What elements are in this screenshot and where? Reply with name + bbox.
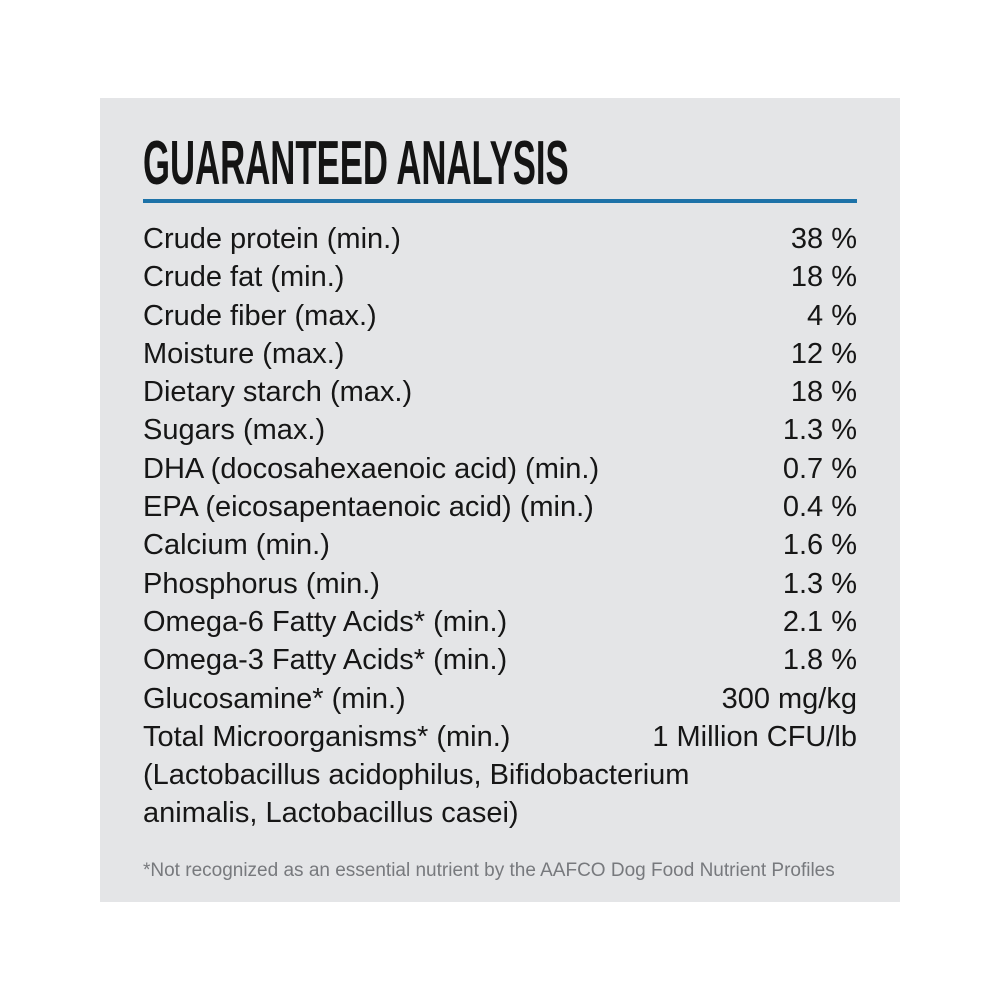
nutrient-label: Omega-6 Fatty Acids* (min.)	[143, 605, 508, 638]
nutrient-label: Crude protein (min.)	[143, 223, 401, 255]
panel-title: GUARANTEED ANALYSIS	[143, 129, 569, 198]
nutrient-label: Crude fat (min.)	[143, 261, 345, 294]
nutrient-label: Calcium (min.)	[143, 529, 330, 562]
nutrient-label: Phosphorus (min.)	[143, 567, 380, 600]
nutrient-value: 38 %	[790, 223, 857, 255]
panel-title-block: GUARANTEED ANALYSIS	[143, 129, 857, 198]
nutrient-label: Glucosamine* (min.)	[143, 682, 406, 715]
analysis-table: Crude protein (min.) 38 % Crude fat (min.)…	[143, 220, 857, 833]
title-underline	[143, 199, 857, 203]
nutrient-value: 1 Million CFU/lb	[652, 720, 857, 753]
nutrient-value: 0.4 %	[782, 491, 857, 524]
nutrient-label: Omega-3 Fatty Acids* (min.)	[143, 644, 508, 677]
nutrient-value: 1.8 %	[782, 644, 857, 677]
nutrient-label: Sugars (max.)	[143, 414, 326, 447]
nutrient-value: 1.3 %	[782, 567, 857, 600]
nutrient-label: DHA (docosahexaenoic acid) (min.)	[143, 452, 600, 485]
nutrient-label: EPA (eicosapentaenoic acid) (min.)	[143, 491, 594, 524]
analysis-row: Crude fat (min.) 18 %	[143, 258, 857, 296]
analysis-row: Moisture (max.) 12 %	[143, 335, 857, 373]
analysis-row: Total Microorganisms* (min.) 1 Million CF…	[143, 718, 857, 756]
analysis-row: Phosphorus (min.) 1.3 %	[143, 565, 857, 603]
microorganism-species-line: animalis, Lactobacillus casei)	[143, 797, 519, 830]
aafco-footnote: *Not recognized as an essential nutrient…	[143, 859, 835, 881]
nutrient-value: 4 %	[807, 299, 857, 332]
microorganism-species-line: (Lactobacillus acidophilus, Bifidobacter…	[143, 759, 690, 792]
nutrient-value: 18 %	[790, 261, 857, 294]
nutrient-value: 1.3 %	[782, 414, 857, 447]
nutrient-value: 2.1 %	[782, 605, 857, 638]
analysis-row: Crude protein (min.) 38 %	[143, 220, 857, 258]
analysis-row: Sugars (max.) 1.3 %	[143, 411, 857, 449]
nutrient-label: Total Microorganisms* (min.)	[143, 720, 511, 753]
nutrient-label: Crude fiber (max.)	[143, 299, 377, 332]
nutrient-value: 1.6 %	[782, 529, 857, 562]
nutrient-value: 300 mg/kg	[721, 682, 857, 715]
analysis-row: Dietary starch (max.) 18 %	[143, 373, 857, 411]
analysis-row: Omega-3 Fatty Acids* (min.) 1.8 %	[143, 641, 857, 679]
analysis-row: DHA (docosahexaenoic acid) (min.) 0.7 %	[143, 450, 857, 488]
nutrient-value: 0.7 %	[782, 452, 857, 485]
nutrient-value: 12 %	[790, 337, 857, 370]
guaranteed-analysis-panel: GUARANTEED ANALYSIS Crude protein (min.)…	[100, 98, 900, 902]
analysis-row: Calcium (min.) 1.6 %	[143, 526, 857, 564]
analysis-row: Omega-6 Fatty Acids* (min.) 2.1 %	[143, 603, 857, 641]
nutrient-value: 18 %	[790, 376, 857, 409]
analysis-row: EPA (eicosapentaenoic acid) (min.) 0.4 %	[143, 488, 857, 526]
analysis-row: Crude fiber (max.) 4 %	[143, 297, 857, 335]
nutrient-label: Dietary starch (max.)	[143, 376, 413, 409]
analysis-row: Glucosamine* (min.) 300 mg/kg	[143, 680, 857, 718]
nutrient-label: Moisture (max.)	[143, 337, 345, 370]
